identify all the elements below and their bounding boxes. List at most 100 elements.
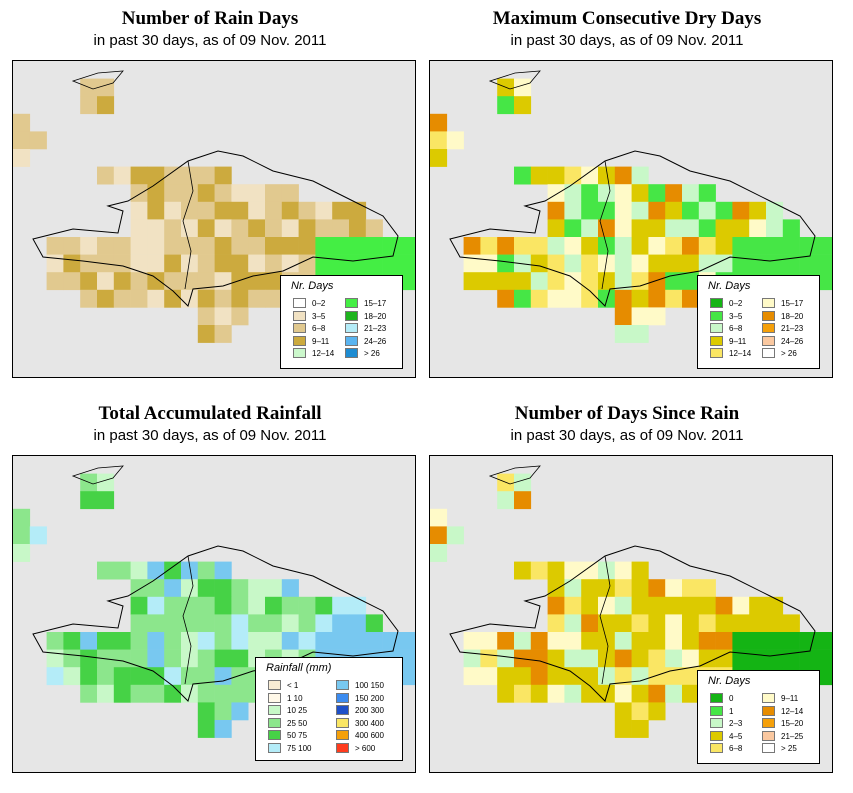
grid-cell [130, 201, 148, 220]
legend-swatch [762, 310, 775, 321]
grid-cell [614, 649, 632, 668]
legend-label: 75 100 [287, 743, 312, 753]
grid-cell [97, 667, 115, 686]
grid-cell [231, 667, 249, 686]
grid-cell [530, 649, 548, 668]
grid-cell [80, 289, 98, 308]
grid-cell [530, 166, 548, 185]
grid-cell [665, 579, 683, 598]
grid-cell [631, 632, 649, 650]
country-border [182, 160, 194, 290]
grid-cell [749, 219, 767, 238]
legend-swatch [336, 717, 349, 728]
grid-cell [665, 632, 683, 650]
legend-swatch [268, 730, 281, 740]
map-legend: Nr. Days 0–2 3–5 6–8 9–11 12–14 15–17 18–20 21–… [280, 275, 403, 369]
legend-swatch [762, 705, 775, 716]
legend-label: 3–5 [312, 311, 326, 321]
legend-title: Rainfall (mm) [266, 662, 332, 674]
grid-cell [665, 684, 683, 703]
grid-cell [80, 684, 98, 703]
grid-cell [816, 272, 832, 291]
legend-label: 18–20 [364, 311, 387, 321]
grid-cell [97, 272, 115, 291]
grid-cell [698, 649, 716, 668]
grid-cell [365, 632, 383, 650]
grid-cell [614, 702, 632, 721]
grid-cell [181, 596, 199, 615]
grid-cell [130, 254, 148, 273]
grid-cell [349, 596, 367, 615]
grid-cell [399, 254, 415, 273]
panel-title: Total Accumulated Rainfall [98, 403, 322, 424]
grid-cell [530, 254, 548, 273]
grid-cell [715, 632, 733, 650]
grid-cell [547, 289, 565, 308]
grid-cell [614, 237, 632, 255]
grid-cell [430, 149, 448, 167]
panel-subtitle: in past 30 days, as of 09 Nov. 2011 [93, 32, 327, 49]
legend-label: 50 75 [287, 731, 308, 740]
grid-cell [80, 272, 98, 291]
grid-cell [248, 596, 266, 615]
grid-cell [181, 254, 199, 273]
grid-cell [514, 561, 532, 580]
panel-title: Number of Days Since Rain [514, 403, 740, 424]
grid-cell [97, 78, 115, 97]
grid-cell [581, 166, 599, 185]
panel-subtitle: in past 30 days, as of 09 Nov. 2011 [510, 427, 744, 444]
grid-cell [248, 201, 266, 220]
grid-cell [698, 219, 716, 238]
grid-cell [265, 219, 283, 238]
panel-rain-days: Number of Rain Days in past 30 days, as … [0, 0, 420, 390]
grid-cell [766, 614, 784, 633]
grid-cell [147, 272, 165, 291]
grid-cell [715, 219, 733, 238]
grid-cell [648, 237, 666, 255]
grid-cell [430, 508, 448, 527]
grid-cell [231, 307, 249, 326]
grid-cell [665, 254, 683, 273]
legend-label: 2–3 [729, 719, 743, 728]
grid-cell [749, 632, 767, 650]
grid-cell [598, 219, 616, 238]
grid-cell [799, 237, 817, 255]
legend-label: 9–11 [312, 336, 330, 346]
grid-cell [564, 272, 582, 291]
grid-cell [399, 649, 415, 668]
legend-swatch [268, 692, 281, 703]
grid-cell [130, 684, 148, 703]
grid-cell [349, 254, 367, 273]
grid-cell [231, 254, 249, 273]
grid-cell [799, 632, 817, 650]
country-border [182, 555, 194, 685]
grid-cell [732, 632, 750, 650]
legend-swatch [293, 298, 306, 308]
grid-cell [631, 684, 649, 703]
grid-cell [265, 254, 283, 273]
legend-label: 15–20 [781, 719, 804, 728]
grid-cell [581, 237, 599, 255]
legend-label: 400 600 [355, 731, 384, 740]
legend-label: 100 150 [355, 681, 384, 690]
grid-cell [598, 667, 616, 686]
grid-cell [614, 596, 632, 615]
grid-cell [164, 272, 182, 291]
coastline [32, 545, 399, 702]
grid-cell [581, 632, 599, 650]
grid-cell [816, 649, 832, 668]
grid-cell [97, 632, 115, 650]
legend-swatch [268, 680, 281, 690]
grid-cell [514, 96, 532, 115]
grid-cell [164, 614, 182, 633]
grid-cell [147, 201, 165, 220]
grid-cell [547, 219, 565, 238]
grid-cell [497, 684, 515, 703]
grid-cell [682, 649, 700, 668]
legend-label: 10 25 [287, 706, 308, 715]
legend-label: 200 300 [355, 706, 384, 715]
grid-cell [732, 649, 750, 668]
grid-cell [530, 272, 548, 291]
grid-cell [497, 96, 515, 115]
grid-cell [46, 632, 64, 650]
